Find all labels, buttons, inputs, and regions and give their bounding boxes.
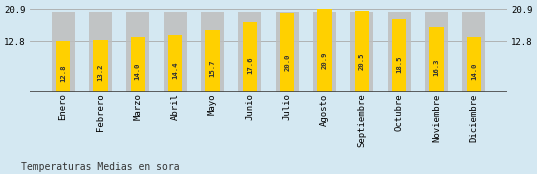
Bar — [280, 13, 294, 92]
Bar — [164, 11, 187, 92]
Bar — [130, 37, 145, 92]
Bar — [467, 37, 481, 92]
Text: 14.4: 14.4 — [172, 62, 178, 79]
Bar — [317, 9, 332, 92]
Bar — [52, 11, 75, 92]
Bar — [56, 41, 70, 92]
Text: 14.0: 14.0 — [135, 62, 141, 80]
Bar — [93, 40, 107, 92]
Bar — [243, 22, 257, 92]
Bar — [205, 30, 220, 92]
Bar — [126, 11, 149, 92]
Bar — [201, 11, 224, 92]
Text: 16.3: 16.3 — [433, 59, 440, 76]
Bar — [425, 11, 448, 92]
Text: 18.5: 18.5 — [396, 56, 402, 73]
Bar — [392, 19, 407, 92]
Text: 20.9: 20.9 — [322, 52, 328, 69]
Text: 20.0: 20.0 — [284, 53, 290, 71]
Bar — [238, 11, 262, 92]
Bar — [388, 11, 411, 92]
Bar — [430, 27, 444, 92]
Bar — [350, 11, 373, 92]
Bar — [275, 11, 299, 92]
Bar — [313, 11, 336, 92]
Text: 15.7: 15.7 — [209, 60, 215, 77]
Text: 20.5: 20.5 — [359, 52, 365, 70]
Text: 12.8: 12.8 — [60, 64, 66, 82]
Text: 17.6: 17.6 — [247, 57, 253, 74]
Bar — [355, 11, 369, 92]
Bar — [462, 11, 485, 92]
Text: 14.0: 14.0 — [471, 62, 477, 80]
Text: Temperaturas Medias en sora: Temperaturas Medias en sora — [21, 162, 180, 172]
Bar — [168, 35, 182, 92]
Bar — [89, 11, 112, 92]
Text: 13.2: 13.2 — [97, 63, 104, 81]
